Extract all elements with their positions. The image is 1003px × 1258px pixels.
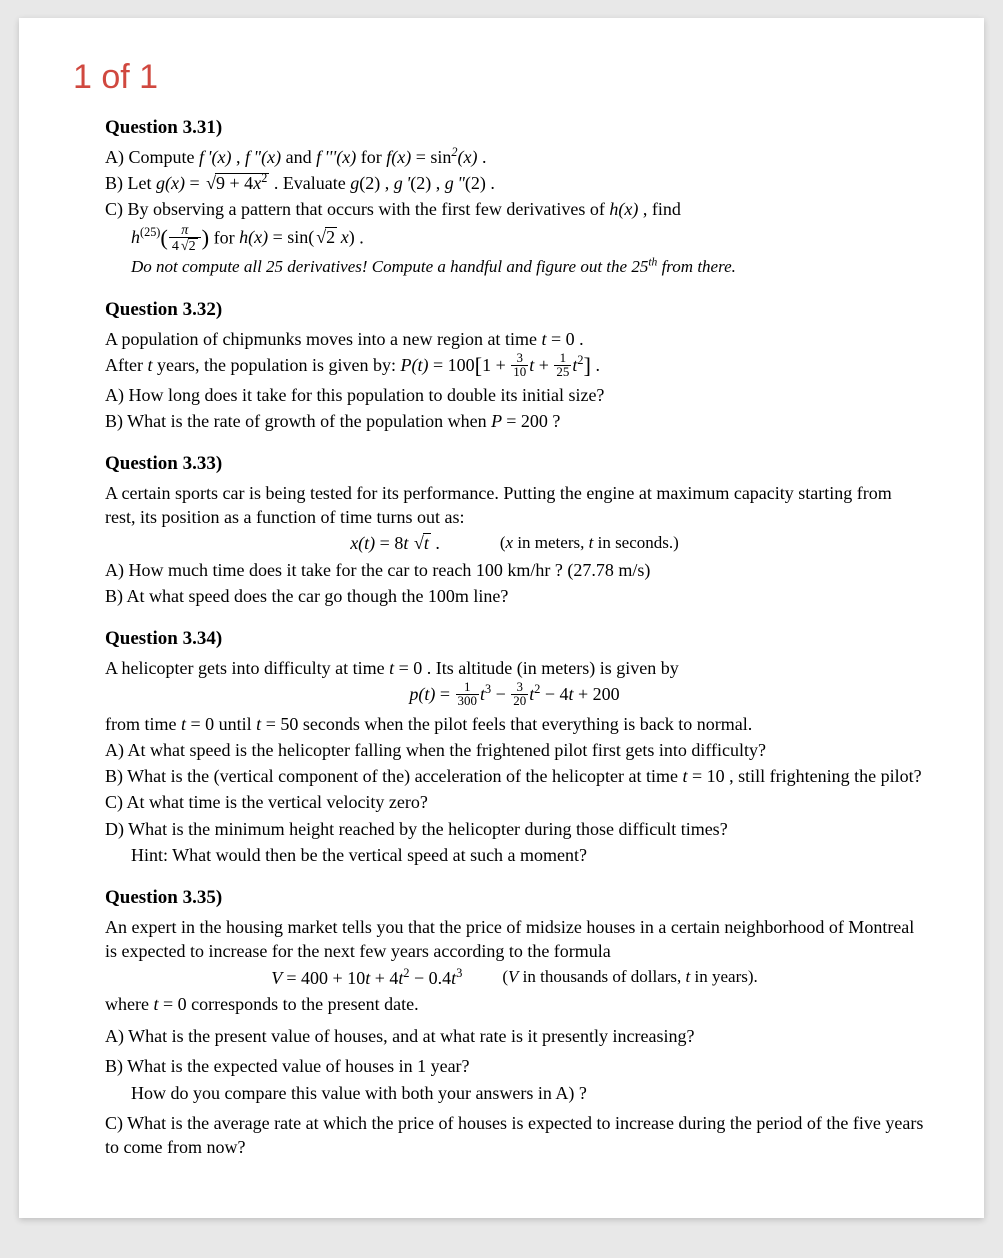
text: C) By observing a pattern that occurs wi… [105, 199, 609, 219]
text: . [359, 227, 364, 247]
formula-note: (x in meters, t in seconds.) [500, 532, 679, 555]
math-var: t [147, 355, 152, 375]
text: . [595, 355, 600, 375]
q34-line1: A helicopter gets into difficulty at tim… [105, 656, 924, 680]
question-3-32: Question 3.32) A population of chipmunks… [105, 297, 924, 433]
text: , [431, 173, 445, 193]
q35-part-b2: How do you compare this value with both … [105, 1081, 924, 1105]
math-expr: f '(x) [199, 147, 231, 167]
math-expr: P = 200 [491, 411, 548, 431]
q34-part-c: C) At what time is the vertical velocity… [105, 790, 924, 814]
text: until [219, 714, 257, 734]
question-3-35: Question 3.35) An expert in the housing … [105, 885, 924, 1159]
q34-part-a: A) At what speed is the helicopter falli… [105, 738, 924, 762]
text: from time [105, 714, 181, 734]
q35-intro: An expert in the housing market tells yo… [105, 915, 924, 964]
math-expr: f '''(x) [316, 147, 356, 167]
text: A) Compute [105, 147, 199, 167]
q35-where: where t = 0 corresponds to the present d… [105, 992, 924, 1016]
text: B) What is the rate of growth of the pop… [105, 411, 491, 431]
q32-part-a: A) How long does it take for this popula… [105, 383, 924, 407]
text: for [356, 147, 386, 167]
text: , still frightening the pilot? [729, 766, 921, 786]
question-title: Question 3.34) [105, 626, 924, 652]
math-expr: t = 0 [153, 994, 186, 1014]
q31-part-b: B) Let g(x) = 9 + 4x2 . Evaluate g(2) , … [105, 171, 924, 195]
q33-part-a: A) How much time does it take for the ca… [105, 558, 924, 582]
question-title: Question 3.35) [105, 885, 924, 911]
q32-line1: A population of chipmunks moves into a n… [105, 327, 924, 351]
text: , [380, 173, 394, 193]
text: ? [552, 411, 560, 431]
text: for [214, 227, 240, 247]
document-content: Question 3.31) A) Compute f '(x) , f "(x… [79, 115, 924, 1160]
text: where [105, 994, 153, 1014]
text: and [281, 147, 316, 167]
q34-part-b: B) What is the (vertical component of th… [105, 764, 924, 788]
q35-part-a: A) What is the present value of houses, … [105, 1024, 924, 1048]
text: . [477, 147, 486, 167]
math-expr: g "(2) [445, 173, 486, 193]
q34-part-d-hint: Hint: What would then be the vertical sp… [105, 843, 924, 867]
math-expr: h(25)(π42) [131, 227, 209, 247]
math-expr: h(x) = sin(2 x) [239, 227, 355, 247]
q35-formula: V = 400 + 10t + 4t2 − 0.4t3 (V in thousa… [105, 966, 924, 990]
q31-part-a: A) Compute f '(x) , f "(x) and f '''(x) … [105, 145, 924, 169]
text: . [486, 173, 495, 193]
text: from there. [657, 257, 736, 276]
question-title: Question 3.31) [105, 115, 924, 141]
math-expr: t = 0 [541, 329, 574, 349]
q33-formula: x(t) = 8t t . (x in meters, t in seconds… [105, 531, 924, 555]
text: After [105, 355, 147, 375]
math-expr: t = 0 [181, 714, 214, 734]
page-counter: 1 of 1 [73, 58, 924, 97]
math-expr: t = 0 [389, 658, 422, 678]
math-expr: p(t) = 1300t3 − 320t2 − 4t + 200 [409, 684, 619, 704]
math-expr: x(t) = 8t t . [350, 531, 440, 555]
text: , [231, 147, 245, 167]
document-page: 1 of 1 Question 3.31) A) Compute f '(x) … [19, 18, 984, 1218]
q31-note: Do not compute all 25 derivatives! Compu… [105, 256, 924, 279]
math-expr: g(x) = 9 + 4x2 [156, 173, 269, 193]
question-3-31: Question 3.31) A) Compute f '(x) , f "(x… [105, 115, 924, 279]
q33-part-b: B) At what speed does the car go though … [105, 584, 924, 608]
text: seconds when the pilot feels that everyt… [303, 714, 752, 734]
q35-part-c: C) What is the average rate at which the… [105, 1111, 924, 1160]
text: years, the population is given by: [157, 355, 400, 375]
text: B) Let [105, 173, 156, 193]
q34-line2: from time t = 0 until t = 50 seconds whe… [105, 712, 924, 736]
q34-formula: p(t) = 1300t3 − 320t2 − 4t + 200 [105, 682, 924, 709]
question-3-33: Question 3.33) A certain sports car is b… [105, 451, 924, 608]
q32-part-b: B) What is the rate of growth of the pop… [105, 409, 924, 433]
q32-line2: After t years, the population is given b… [105, 353, 924, 380]
math-expr: P(t) = 100[1 + 310t + 125t2] [400, 355, 591, 375]
math-expr: f "(x) [245, 147, 281, 167]
math-expr: t = 10 [682, 766, 724, 786]
question-3-34: Question 3.34) A helicopter gets into di… [105, 626, 924, 867]
math-expr: V = 400 + 10t + 4t2 − 0.4t3 [271, 966, 462, 990]
q31-part-c-line2: h(25)(π42) for h(x) = sin(2 x) . [105, 224, 924, 255]
text: B) What is the (vertical component of th… [105, 766, 682, 786]
question-title: Question 3.33) [105, 451, 924, 477]
text: A population of chipmunks moves into a n… [105, 329, 541, 349]
math-expr: h(x) [609, 199, 638, 219]
math-expr: g(2) [350, 173, 380, 193]
q34-part-d: D) What is the minimum height reached by… [105, 817, 924, 841]
text: corresponds to the present date. [191, 994, 418, 1014]
text: . Evaluate [274, 173, 350, 193]
text: , find [643, 199, 681, 219]
formula-note: (V in thousands of dollars, t in years). [502, 966, 757, 989]
text: A helicopter gets into difficulty at tim… [105, 658, 389, 678]
question-title: Question 3.32) [105, 297, 924, 323]
text: th [648, 256, 657, 269]
q33-intro: A certain sports car is being tested for… [105, 481, 924, 530]
text: Do not compute all 25 derivatives! Compu… [131, 257, 648, 276]
math-expr: t = 50 [256, 714, 298, 734]
math-expr: f(x) = sin2(x) [386, 147, 477, 167]
q35-part-b: B) What is the expected value of houses … [105, 1054, 924, 1078]
text: . Its altitude (in meters) is given by [427, 658, 679, 678]
text: . [579, 329, 584, 349]
math-expr: g '(2) [394, 173, 431, 193]
q31-part-c-line1: C) By observing a pattern that occurs wi… [105, 197, 924, 221]
